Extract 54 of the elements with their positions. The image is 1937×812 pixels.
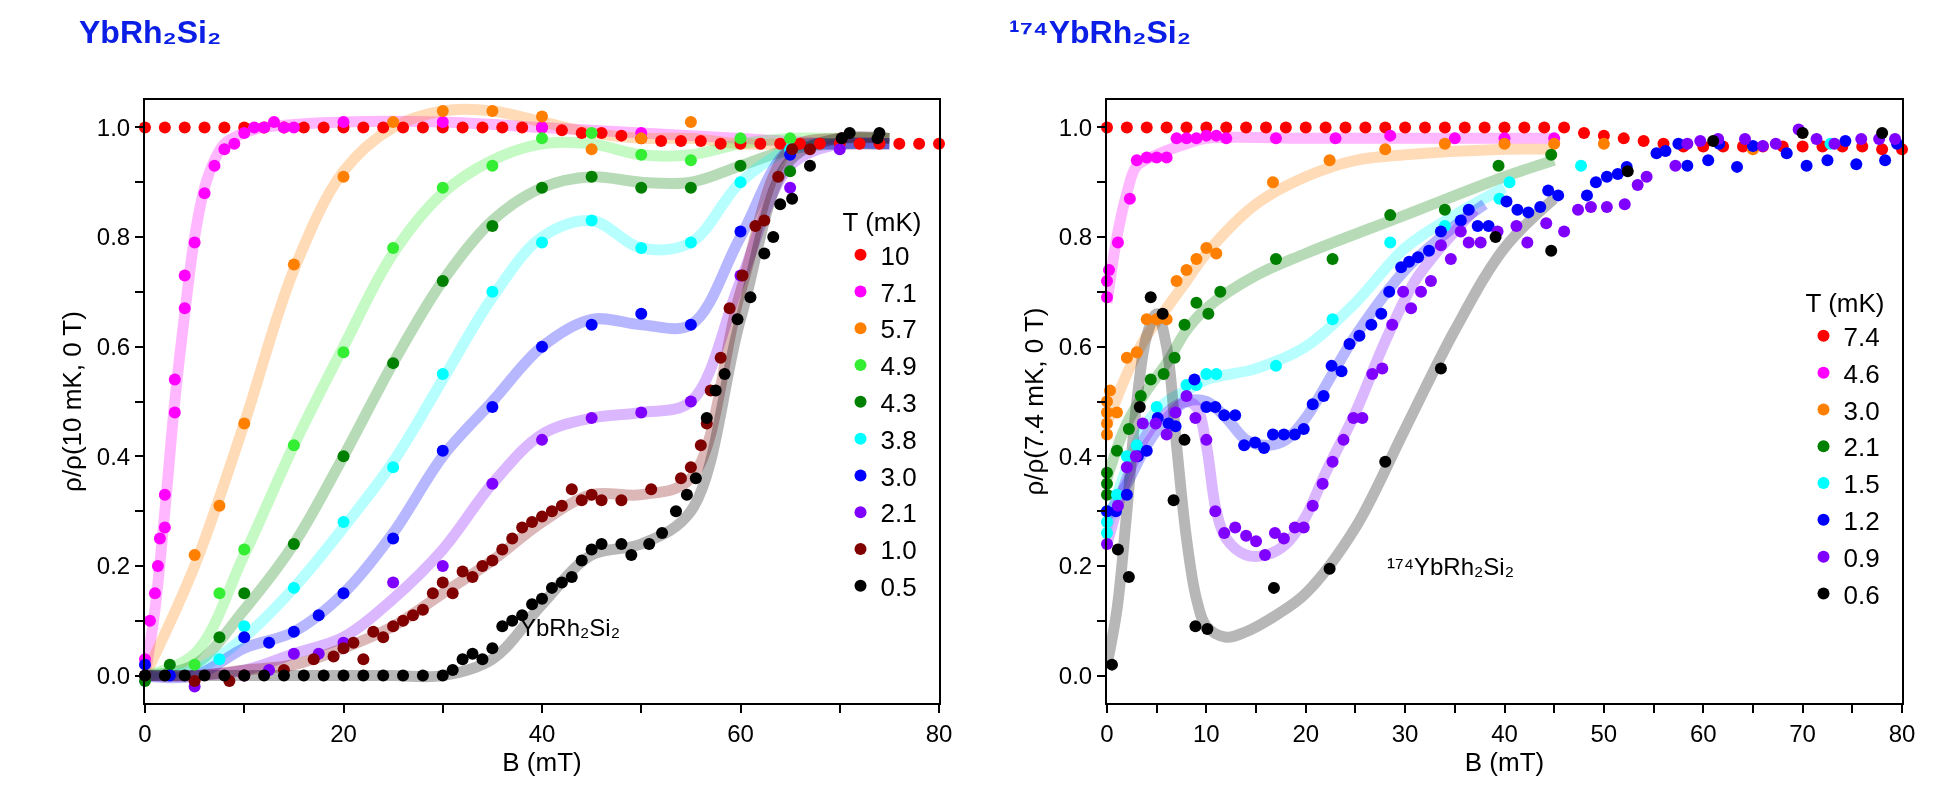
x-tick-label: 50 <box>1590 719 1618 747</box>
y-axis-title: ρ/ρ(7.4 mK, 0 T) <box>1018 307 1049 496</box>
legend-label: 3.0 <box>1843 395 1880 426</box>
x-tick-label: 60 <box>727 719 754 747</box>
legend-label: 10 <box>880 240 910 271</box>
legend-label: 1.5 <box>1843 469 1880 500</box>
x-axis-title: B (mT) <box>502 746 582 777</box>
x-tick-label: 70 <box>1789 719 1816 747</box>
y-tick-label: 0.4 <box>96 442 131 470</box>
x-tick-label: 80 <box>925 719 953 747</box>
y-tick-label: 0.4 <box>1058 442 1093 470</box>
x-tick-label: 20 <box>330 719 357 747</box>
legend-label: 1.2 <box>1843 505 1880 536</box>
y-axis-title: ρ/ρ(10 mK, 0 T) <box>56 311 87 492</box>
legend-label: 7.1 <box>880 277 917 308</box>
legend-label: 0.9 <box>1843 542 1880 573</box>
legend-title: T (mK) <box>842 207 922 238</box>
y-tick-label: 0.8 <box>1058 223 1093 251</box>
legend-label: 0.5 <box>880 571 917 602</box>
y-tick-label: 0.6 <box>1058 333 1093 361</box>
y-tick-label: 0.0 <box>1058 661 1093 689</box>
legend-label: 4.9 <box>880 351 917 382</box>
y-tick-label: 1.0 <box>96 113 131 141</box>
y-tick-label: 0.2 <box>96 552 131 580</box>
x-tick-label: 20 <box>1292 719 1320 747</box>
legend-label: 4.3 <box>880 387 917 418</box>
y-tick-label: 1.0 <box>1058 113 1093 141</box>
x-axis-title: B (mT) <box>1464 746 1545 777</box>
legend-label: 3.8 <box>880 424 917 455</box>
chart-title: ¹⁷⁴YbRh₂Si₂ <box>1009 14 1191 50</box>
annotation: ¹⁷⁴YbRh₂Si₂ <box>1387 553 1514 580</box>
x-tick-label: 80 <box>1888 719 1916 747</box>
legend-label: 2.1 <box>880 498 917 529</box>
x-tick-label: 40 <box>528 719 556 747</box>
y-tick-label: 0.2 <box>1058 552 1093 580</box>
legend-title: T (mK) <box>1805 288 1885 319</box>
x-tick-label: 0 <box>138 719 152 747</box>
legend-label: 4.6 <box>1843 358 1880 389</box>
legend-label: 0.6 <box>1843 579 1880 610</box>
chart-title: YbRh₂Si₂ <box>79 14 222 50</box>
legend-label: 5.7 <box>880 314 917 345</box>
y-tick-label: 0.0 <box>96 661 131 689</box>
x-tick-label: 40 <box>1491 719 1518 747</box>
x-tick-label: 60 <box>1689 719 1717 747</box>
legend-label: 7.4 <box>1843 321 1880 352</box>
legend-label: 3.0 <box>880 461 917 492</box>
x-tick-label: 0 <box>1100 719 1114 747</box>
x-tick-label: 30 <box>1391 719 1419 747</box>
y-tick-label: 0.6 <box>96 333 131 361</box>
y-tick-label: 0.8 <box>96 223 131 251</box>
legend-label: 1.0 <box>880 535 917 566</box>
legend-label: 2.1 <box>1843 432 1880 463</box>
x-tick-label: 10 <box>1193 719 1220 747</box>
annotation: YbRh₂Si₂ <box>520 614 621 641</box>
